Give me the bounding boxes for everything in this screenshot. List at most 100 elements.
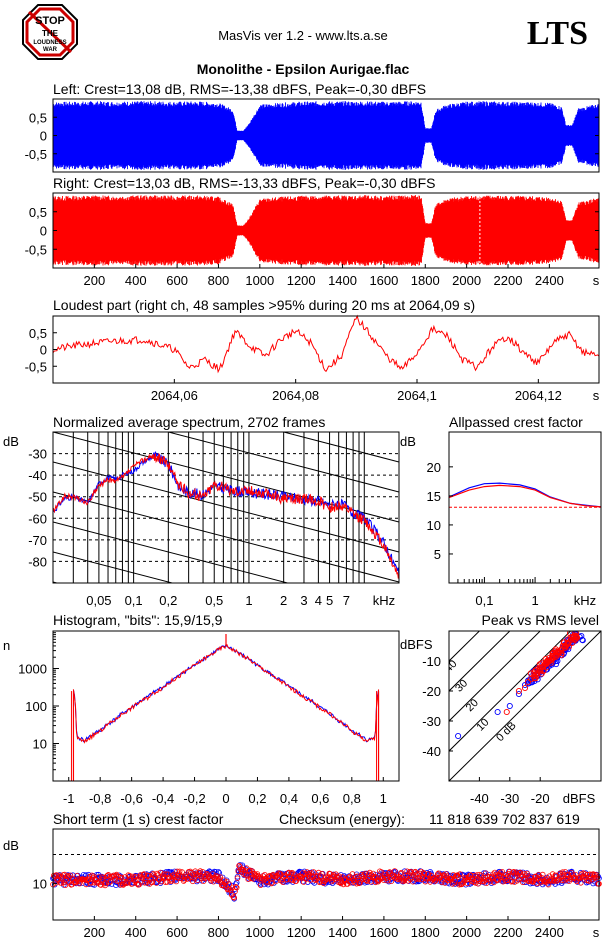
x-tick-label: 4 [315,593,322,608]
crest-diagonal [449,631,572,752]
right-peak-rms-point [549,653,556,660]
brand-label: LTS [527,15,588,52]
y-tick-label: 10 [33,737,47,752]
x-tick-label: -1 [63,791,75,806]
chart-title: Histogram, "bits": 15,9/15,9 [53,612,223,628]
right-peak-rms-point [503,708,510,716]
left-peak-rms-point [494,708,501,716]
app-title: MasVis ver 1.2 - www.lts.a.se [218,28,388,43]
y-tick-label: 0 [40,224,47,239]
y-tick-label: -80 [28,554,47,569]
x-tick-label: 600 [166,925,188,940]
file-title: Monolithe - Epsilon Aurigae.flac [197,61,410,77]
diagonal-label: 40 [442,658,459,675]
plot-frame [52,828,600,921]
left-peak-rms-point [506,702,513,710]
y-tick-label: 15 [427,489,441,504]
x-unit-label: kHz [373,593,395,608]
y-tick-label: 10 [427,518,441,533]
crest-diagonal [449,631,511,692]
plot-frame [52,431,400,584]
left-peak-rms-point [515,690,522,698]
diagonal-label: 0 dB [494,720,518,744]
x-tick-label: 200 [84,925,106,940]
right-spectrum-trace [52,452,400,579]
y-tick-label: -20 [422,684,441,699]
x-tick-label: 2064,1 [397,388,437,403]
y-axis-label: dB [3,838,19,853]
short-term-crest-chart: Short term (1 s) crest factor Checksum (e… [3,811,602,940]
diagonal-label: 20 [464,697,481,714]
right-peak-rms-point [571,636,579,644]
y-axis-label: dB [400,434,416,449]
svg-text:WAR: WAR [43,47,58,53]
plot-frame [448,630,602,782]
x-tick-label: 400 [125,273,147,288]
y-tick-label: 100 [25,699,47,714]
x-tick-label: 0,05 [86,593,111,608]
y-axis-label: n [3,638,10,653]
x-tick-label: 2 [280,593,287,608]
y-tick-label: 0,5 [29,205,47,220]
x-tick-label: 400 [125,925,147,940]
x-tick-label: 1400 [328,273,357,288]
chart-title: Loudest part (right ch, 48 samples >95% … [53,297,475,313]
y-tick-label: -0,5 [25,242,47,257]
x-tick-label: 1 [245,593,252,608]
x-tick-label: 2064,08 [272,388,319,403]
right-peak-rms-point [566,631,574,637]
x-tick-label: 2200 [494,273,523,288]
right-short-term-crest-points [50,862,602,901]
y-tick-label: 20 [427,460,441,475]
svg-text:THE: THE [42,29,59,38]
chart-title: Peak vs RMS level [482,612,599,628]
x-tick-label: 1200 [287,925,316,940]
slope-line [166,432,399,493]
x-tick-label: -0,6 [120,791,142,806]
x-tick-label: 2200 [494,925,523,940]
x-tick-label: 600 [166,273,188,288]
x-unit-label: kHz [574,593,596,608]
slope-line [53,461,399,553]
crest-diagonal [449,631,481,662]
x-tick-label: 0,1 [125,593,143,608]
waveform-left: Left: Crest=13,08 dB, RMS=-13,38 dBFS, P… [25,81,600,173]
left-spectrum-trace [52,450,400,578]
x-tick-label: 2400 [535,273,564,288]
x-tick-label: 2064,06 [151,388,198,403]
x-unit-label: s [593,388,600,403]
x-tick-label: 3 [300,593,307,608]
x-tick-label: 0,2 [248,791,266,806]
x-unit-label: s [593,273,600,288]
x-tick-label: 0,5 [205,593,223,608]
loudest-part-trace [52,314,600,374]
chart-title: Left: Crest=13,08 dB, RMS=-13,38 dBFS, P… [53,81,426,97]
y-axis-label: dB [3,434,19,449]
y-tick-label: -0,5 [25,359,47,374]
svg-text:STOP: STOP [35,15,65,27]
crest-factor-chart: Allpassed crest factor dB 20 15 10 5 0,1 1 kHz [400,414,602,608]
x-tick-label: 0 [222,791,229,806]
x-tick-label: 2400 [535,925,564,940]
right-peak-rms-point [530,669,537,676]
x-unit-label: s [593,925,600,940]
x-tick-label: 0,8 [343,791,361,806]
chart-title: Allpassed crest factor [449,414,583,430]
x-tick-label: 1200 [287,273,316,288]
slope-line [281,432,399,463]
x-tick-label: -0,4 [152,791,174,806]
right-peak-rms-point [537,664,544,671]
right-peak-rms-point [555,648,562,655]
svg-text:LOUDNESS: LOUDNESS [33,40,66,46]
loudest-part-chart: Loudest part (right ch, 48 samples >95% … [25,297,600,403]
x-tick-label: 1600 [369,925,398,940]
right-peak-rms-point [558,647,565,654]
x-tick-label: 0,1 [475,593,493,608]
x-tick-label: 1000 [245,273,274,288]
x-tick-label: -0,8 [89,791,111,806]
x-tick-label: 1800 [411,925,440,940]
checksum-label: Checksum (energy): [279,811,405,827]
y-tick-label: -50 [28,490,47,505]
chart-title: Normalized average spectrum, 2702 frames [53,414,325,430]
